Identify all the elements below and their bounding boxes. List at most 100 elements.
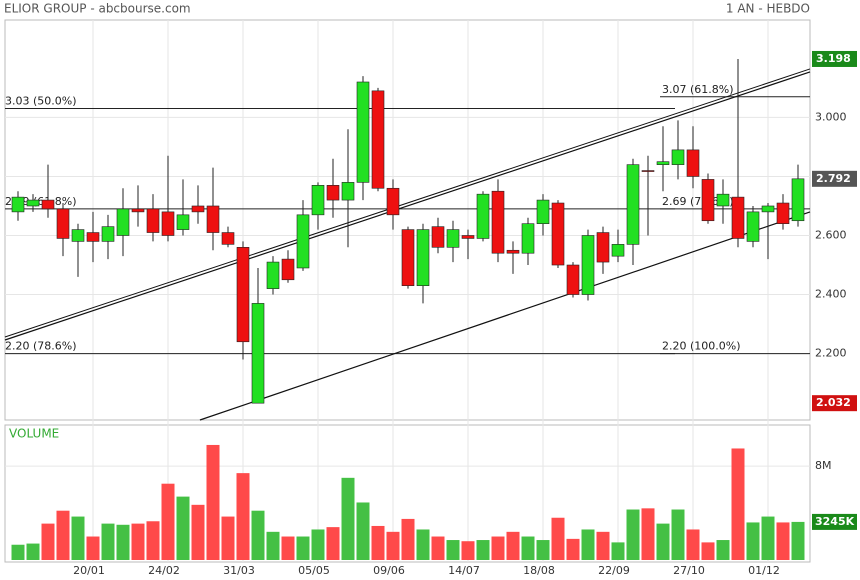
- candle-body: [431, 226, 445, 248]
- volume-marker: [812, 513, 857, 530]
- candle-body: [461, 235, 475, 239]
- volume-bar: [176, 496, 190, 560]
- candle-body: [506, 249, 520, 254]
- y-tick-label: 2.600: [815, 228, 847, 241]
- candle-body: [731, 196, 745, 239]
- volume-bar: [281, 536, 295, 560]
- level-label: 2.69 (78.6%): [662, 195, 734, 208]
- volume-bar: [761, 516, 775, 560]
- candle-body: [656, 161, 670, 165]
- candle-body: [131, 208, 145, 213]
- candle-body: [251, 303, 265, 404]
- candle-body: [161, 211, 175, 236]
- volume-bar: [371, 525, 385, 560]
- volume-bar: [101, 523, 115, 560]
- candle-body: [311, 185, 325, 216]
- volume-bar: [776, 522, 790, 560]
- x-tick-label: 01/12: [748, 564, 780, 577]
- x-tick-label: 05/05: [298, 564, 330, 577]
- candle-body: [386, 187, 400, 216]
- candle-body: [281, 258, 295, 281]
- x-tick-label: 14/07: [448, 564, 480, 577]
- candle-body: [491, 190, 505, 254]
- volume-bar: [221, 516, 235, 560]
- candle-body: [746, 211, 760, 242]
- chart-title: ELIOR GROUP - abcbourse.com: [4, 2, 191, 16]
- volume-bar: [461, 541, 475, 560]
- candle-body: [476, 193, 490, 239]
- candle-body: [401, 229, 415, 286]
- volume-bar: [161, 483, 175, 560]
- volume-bar: [146, 521, 160, 560]
- candle-body: [71, 229, 85, 242]
- y-tick-label: 3.000: [815, 110, 847, 123]
- candle-body: [446, 229, 460, 248]
- volume-bar: [266, 531, 280, 560]
- level-label: 2.20 (78.6%): [5, 340, 77, 353]
- candle-body: [761, 205, 775, 213]
- candle-body: [596, 232, 610, 263]
- volume-bar: [446, 540, 460, 560]
- candle-body: [791, 178, 805, 222]
- volume-bar: [41, 523, 55, 560]
- volume-bar: [431, 536, 445, 560]
- x-tick-label: 20/01: [73, 564, 105, 577]
- candle-body: [206, 205, 220, 233]
- volume-bar: [476, 540, 490, 560]
- candle-body: [626, 164, 640, 245]
- candle-body: [536, 199, 550, 224]
- candle-body: [86, 232, 100, 242]
- volume-bar: [791, 521, 805, 560]
- candle-body: [686, 149, 700, 177]
- volume-bar: [611, 542, 625, 560]
- candle-body: [641, 170, 655, 172]
- volume-bar: [716, 540, 730, 560]
- x-tick-label: 24/02: [148, 564, 180, 577]
- candle-body: [671, 149, 685, 165]
- volume-bar: [596, 531, 610, 560]
- volume-title: VOLUME: [9, 427, 59, 441]
- volume-bar: [506, 531, 520, 560]
- volume-bar: [401, 518, 415, 560]
- candle-body: [581, 235, 595, 295]
- candle-body: [371, 90, 385, 189]
- volume-bar: [311, 529, 325, 560]
- x-tick-label: 09/06: [373, 564, 405, 577]
- volume-bar: [626, 509, 640, 560]
- x-tick-label: 22/09: [598, 564, 630, 577]
- level-label: 3.07 (61.8%): [662, 83, 734, 96]
- x-tick-label: 27/10: [673, 564, 705, 577]
- volume-bar: [251, 510, 265, 560]
- price-marker: [812, 395, 857, 412]
- candle-body: [776, 202, 790, 224]
- volume-bar: [686, 529, 700, 560]
- level-label: 3.03 (50.0%): [5, 95, 77, 108]
- y-tick-label: 2.400: [815, 288, 847, 301]
- volume-bar: [491, 536, 505, 560]
- volume-bar: [341, 477, 355, 560]
- candle-body: [176, 214, 190, 230]
- volume-bar: [356, 502, 370, 560]
- candle-body: [266, 261, 280, 289]
- price-marker: [812, 170, 857, 187]
- price-marker-label: 2.032: [816, 396, 851, 409]
- price-panel: [4, 19, 811, 421]
- candle-body: [521, 223, 535, 254]
- trend-line: [4, 71, 811, 341]
- volume-bar: [656, 523, 670, 560]
- volume-marker-label: 3245K: [815, 515, 855, 528]
- candle-body: [101, 226, 115, 242]
- candle-body: [41, 199, 55, 210]
- candle-body: [566, 264, 580, 295]
- candle-body: [551, 202, 565, 266]
- trend-line: [199, 211, 811, 421]
- volume-bar: [566, 538, 580, 560]
- candle-body: [116, 208, 130, 236]
- volume-bar: [116, 524, 130, 560]
- volume-bar: [26, 543, 40, 560]
- trend-line-double: [4, 68, 811, 338]
- volume-bar: [551, 517, 565, 560]
- volume-bar: [701, 542, 715, 560]
- volume-bar: [326, 527, 340, 560]
